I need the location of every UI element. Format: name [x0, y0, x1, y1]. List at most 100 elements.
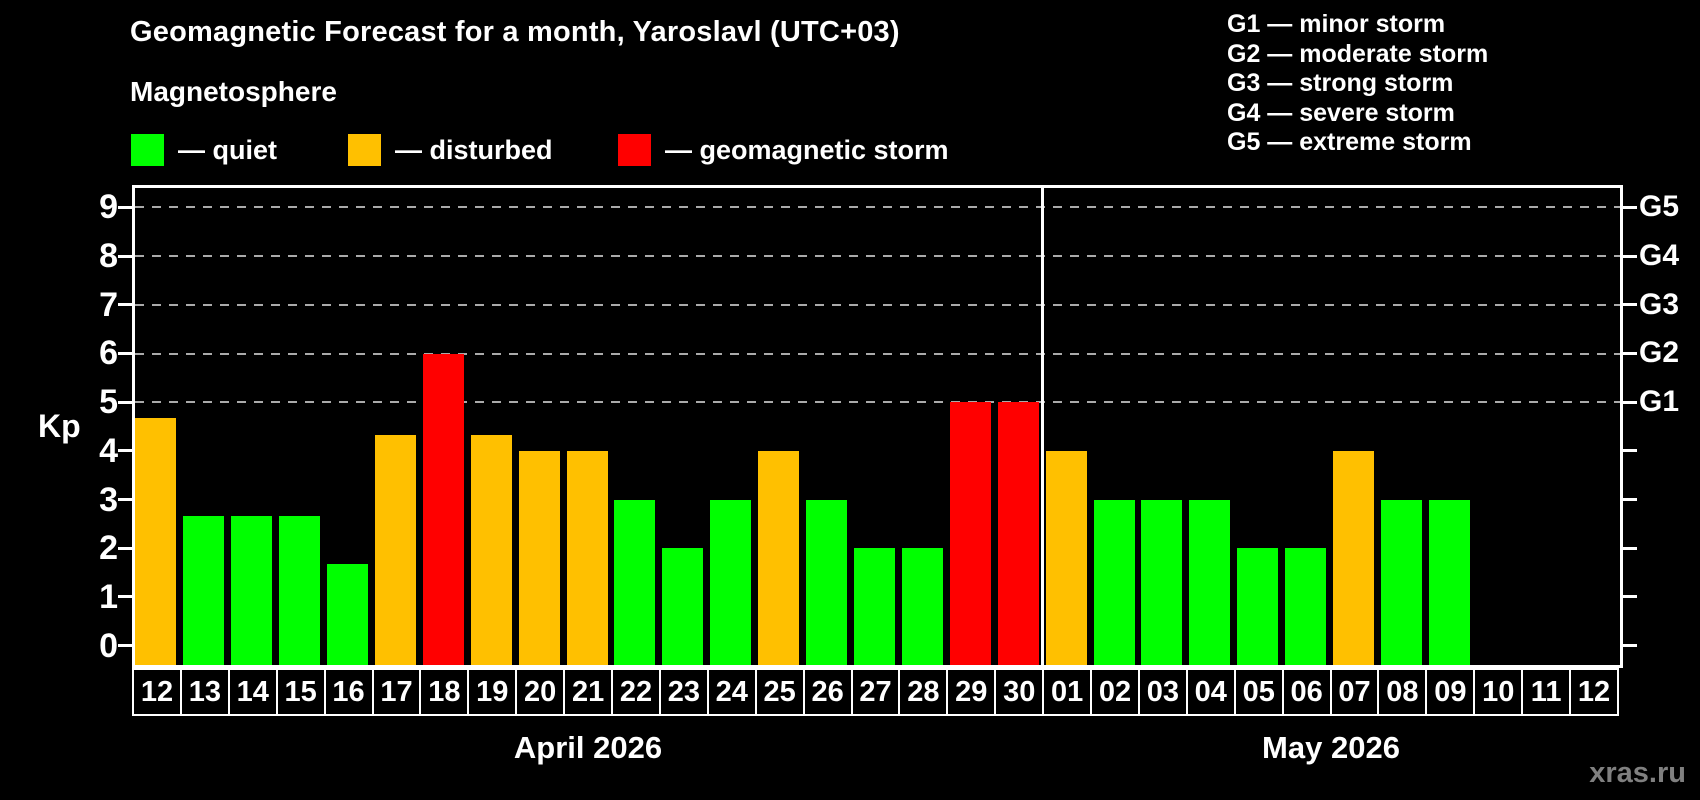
day-label-04: 04: [1185, 668, 1236, 716]
axis-tick-kp-3: [1623, 498, 1637, 501]
day-label-13: 13: [179, 668, 230, 716]
g-scale-label-G4: G4: [1639, 239, 1680, 273]
day-label-10: 10: [1473, 668, 1524, 716]
day-label-07: 07: [1329, 668, 1380, 716]
kp-bar-day-01: [1045, 450, 1087, 665]
kp-bar-day-25: [758, 450, 800, 665]
kp-bar-day-04: [1189, 499, 1231, 665]
kp-bar-day-20: [518, 450, 560, 665]
day-label-21: 21: [563, 668, 614, 716]
day-label-16: 16: [323, 668, 374, 716]
storm-scale-legend-line: G3 — strong storm: [1227, 69, 1454, 97]
axis-tick-kp-6: [1623, 351, 1637, 355]
kp-bar-day-26: [806, 499, 848, 665]
day-label-06: 06: [1281, 668, 1332, 716]
axis-tick-kp-0: [118, 644, 132, 648]
y-tick-label-4: 4: [99, 431, 118, 470]
legend-label: — disturbed: [395, 134, 553, 165]
axis-tick-kp-3: [118, 498, 132, 501]
gridline-kp-8: [135, 255, 1620, 258]
day-label-09: 09: [1425, 668, 1476, 716]
day-label-12: 12: [132, 668, 182, 716]
kp-bar-day-13: [183, 515, 225, 665]
kp-bar-day-07: [1333, 450, 1375, 665]
g-scale-label-G1: G1: [1639, 385, 1680, 419]
axis-tick-kp-9: [118, 205, 132, 209]
day-label-28: 28: [898, 668, 949, 716]
disturbed-color-swatch: [348, 134, 381, 166]
storm-scale-legend-line: G1 — minor storm: [1227, 10, 1446, 38]
axis-tick-kp-6: [118, 351, 132, 355]
g-scale-label-G3: G3: [1639, 287, 1680, 321]
page-title: Geomagnetic Forecast for a month, Yarosl…: [130, 16, 900, 48]
kp-bar-day-08: [1380, 499, 1422, 665]
axis-tick-kp-1: [1623, 595, 1637, 599]
axis-tick-kp-0: [1623, 644, 1637, 648]
legend-item-disturbed: — disturbed: [348, 131, 553, 169]
gridline-kp-9: [135, 206, 1620, 209]
axis-tick-kp-4: [118, 449, 132, 453]
day-label-25: 25: [754, 668, 805, 716]
storm-scale-legend-line: G4 — severe storm: [1227, 98, 1455, 127]
gridline-kp-5: [135, 401, 1620, 404]
y-tick-label-3: 3: [99, 480, 118, 519]
day-label-11: 11: [1521, 668, 1572, 716]
axis-tick-kp-8: [1623, 254, 1637, 258]
axis-tick-kp-5: [118, 400, 132, 404]
day-label-05: 05: [1233, 668, 1284, 716]
day-label-08: 08: [1377, 668, 1428, 716]
storm-scale-legend-line: G2 — moderate storm: [1227, 39, 1489, 68]
legend-label: — geomagnetic storm: [665, 134, 949, 165]
y-tick-label-0: 0: [99, 626, 118, 665]
kp-bar-day-29: [949, 402, 991, 665]
kp-bar-day-17: [374, 434, 416, 665]
day-label-02: 02: [1090, 668, 1140, 716]
gridline-kp-7: [135, 303, 1620, 306]
month-label-may: May 2026: [1262, 730, 1400, 765]
month-separator-line: [1040, 188, 1044, 665]
day-label-29: 29: [946, 668, 997, 716]
day-label-18: 18: [419, 668, 470, 716]
day-label-14: 14: [227, 668, 278, 716]
day-label-19: 19: [467, 668, 518, 716]
axis-tick-kp-9: [1623, 205, 1637, 209]
kp-bar-day-22: [614, 499, 656, 665]
kp-bar-day-12: [135, 418, 177, 665]
y-axis-title: Kp: [38, 408, 81, 444]
kp-bar-day-16: [327, 564, 369, 665]
day-label-01: 01: [1042, 668, 1093, 716]
axis-tick-kp-5: [1623, 400, 1637, 404]
day-label-17: 17: [371, 668, 422, 716]
axis-tick-kp-8: [118, 254, 132, 258]
kp-bar-day-06: [1285, 548, 1327, 665]
day-label-20: 20: [515, 668, 566, 716]
chart-subtitle: Magnetosphere: [130, 76, 337, 107]
kp-bar-day-30: [997, 402, 1039, 665]
axis-tick-kp-7: [1623, 303, 1637, 307]
gridline-kp-6: [135, 352, 1620, 355]
kp-bar-day-24: [710, 499, 752, 665]
day-label-22: 22: [611, 668, 661, 716]
day-label-30: 30: [994, 668, 1045, 716]
storm-scale-legend-line: G5 — extreme storm: [1227, 128, 1472, 156]
legend-label: — quiet: [178, 134, 277, 165]
y-tick-label-8: 8: [99, 237, 118, 276]
kp-bar-day-15: [279, 515, 321, 665]
legend-item-quiet: — quiet: [131, 131, 277, 169]
day-axis: 12 13 14 15 16 17 18 19 20 21 22 23 24 25 26 27 28 29 30 01…: [132, 668, 1623, 716]
quiet-color-swatch: [131, 134, 164, 166]
axis-tick-kp-2: [1623, 546, 1637, 550]
day-label-26: 26: [802, 668, 853, 716]
watermark: xras.ru: [1589, 757, 1686, 789]
kp-bar-day-28: [901, 548, 943, 665]
axis-tick-kp-1: [118, 595, 132, 599]
axis-tick-kp-2: [118, 546, 132, 550]
kp-bar-day-19: [470, 434, 512, 665]
plot-area: [132, 185, 1623, 668]
kp-bar-day-02: [1093, 499, 1135, 665]
kp-bar-day-05: [1237, 548, 1279, 665]
month-label-april: April 2026: [513, 730, 663, 765]
kp-bar-day-03: [1141, 499, 1183, 665]
y-tick-label-2: 2: [99, 529, 118, 568]
